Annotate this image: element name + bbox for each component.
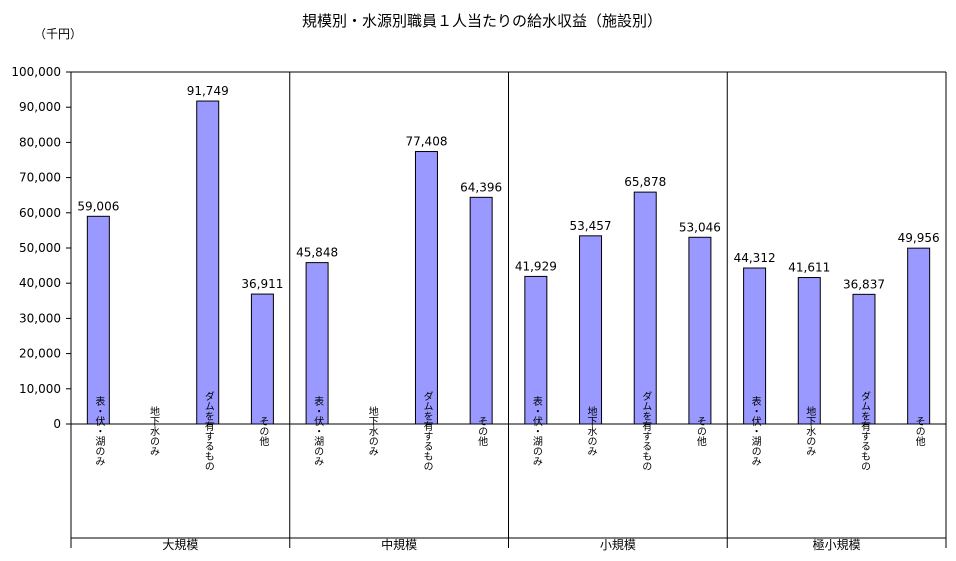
x-tick-label: 地下水のみ [366, 405, 378, 456]
y-tick-label: 90,000 [19, 100, 61, 114]
data-label: 36,911 [241, 277, 283, 291]
data-label: 45,848 [296, 246, 338, 260]
bar [196, 100, 220, 425]
bar [852, 293, 876, 425]
y-tick-label: 20,000 [19, 347, 61, 361]
y-tick-label: 60,000 [19, 206, 61, 220]
bar [469, 196, 493, 425]
group-label: 中規模 [381, 537, 417, 552]
y-tick-label: 0 [53, 417, 61, 431]
x-tick-label: 表・伏・湖のみ [530, 395, 542, 466]
data-label: 64,396 [460, 180, 502, 194]
data-label: 77,408 [405, 135, 447, 149]
data-label: 41,611 [788, 261, 830, 275]
y-tick-label: 10,000 [19, 382, 61, 396]
bar [688, 236, 712, 425]
bar [579, 235, 603, 425]
data-label: 36,837 [843, 277, 885, 291]
x-tick-label: ダムを有するもの [858, 391, 870, 471]
x-tick-label: 地下水のみ [585, 405, 597, 456]
x-tick-label: 表・伏・湖のみ [93, 395, 105, 466]
data-label: 53,457 [570, 219, 612, 233]
x-tick-label: その他 [913, 416, 925, 447]
y-axis-unit: （千円） [34, 27, 82, 41]
bar [633, 191, 657, 425]
bar [743, 267, 767, 425]
x-tick-label: その他 [476, 416, 488, 447]
group-label: 極小規模 [813, 537, 861, 552]
x-tick-label: その他 [694, 416, 706, 447]
x-tick-label: 表・伏・湖のみ [312, 395, 324, 466]
x-tick-label: その他 [257, 416, 269, 447]
x-tick-label: 表・伏・湖のみ [749, 395, 761, 466]
bar [86, 215, 110, 425]
data-label: 44,312 [734, 251, 776, 265]
y-tick-label: 70,000 [19, 171, 61, 185]
bar [797, 277, 821, 425]
bar [907, 247, 931, 425]
y-tick-label: 40,000 [19, 276, 61, 290]
y-tick-label: 50,000 [19, 241, 61, 255]
x-tick-label: 地下水のみ [148, 405, 160, 456]
group-label: 大規模 [162, 537, 198, 552]
x-tick-label: 地下水のみ [804, 405, 816, 456]
bar [305, 262, 329, 425]
bar [250, 293, 274, 425]
data-label: 41,929 [515, 259, 557, 273]
x-tick-label: ダムを有するもの [421, 391, 433, 471]
x-tick-label: ダムを有するもの [640, 391, 652, 471]
x-tick-label: ダムを有するもの [202, 391, 214, 471]
bar [524, 275, 548, 425]
data-label: 91,749 [187, 84, 229, 98]
data-label: 59,006 [77, 199, 119, 213]
data-label: 53,046 [679, 220, 721, 234]
y-tick-label: 80,000 [19, 135, 61, 149]
y-tick-label: 100,000 [11, 65, 61, 79]
bar [414, 151, 438, 425]
data-label: 49,956 [898, 231, 940, 245]
y-tick-label: 30,000 [19, 311, 61, 325]
data-label: 65,878 [624, 175, 666, 189]
group-label: 小規模 [600, 537, 636, 552]
chart-title: 規模別・水源別職員１人当たりの給水収益（施設別） [302, 12, 662, 30]
